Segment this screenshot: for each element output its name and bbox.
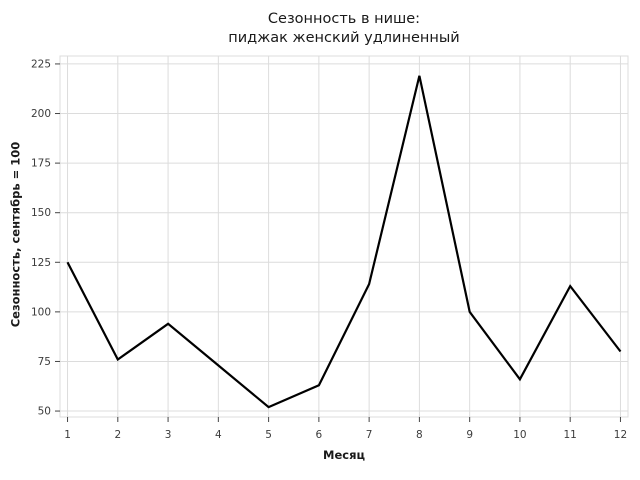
x-axis-label: Месяц (323, 448, 365, 462)
svg-text:225: 225 (31, 58, 51, 70)
svg-text:175: 175 (31, 158, 51, 170)
svg-text:8: 8 (416, 429, 423, 441)
svg-text:2: 2 (114, 429, 121, 441)
chart-title-line2: пиджак женский удлиненный (228, 30, 460, 47)
svg-text:125: 125 (31, 257, 51, 269)
svg-text:100: 100 (31, 306, 51, 318)
y-gridlines (60, 63, 628, 412)
panel-border (59, 55, 629, 418)
seasonality-data-line (66, 75, 622, 409)
svg-text:9: 9 (466, 429, 473, 441)
svg-text:6: 6 (316, 429, 323, 441)
svg-text:11: 11 (564, 429, 577, 441)
svg-text:4: 4 (215, 429, 222, 441)
svg-text:7: 7 (366, 429, 373, 441)
svg-text:1: 1 (64, 429, 71, 441)
svg-text:50: 50 (38, 406, 51, 418)
svg-text:12: 12 (614, 429, 627, 441)
chart-title: Сезонность в нише: пиджак женский удлине… (60, 10, 628, 48)
svg-text:5: 5 (265, 429, 272, 441)
svg-text:75: 75 (38, 356, 51, 368)
x-tick-labels: 1 2 3 4 5 6 7 8 9 10 11 12 (64, 429, 627, 441)
chart-title-line1: Сезонность в нише: (267, 11, 421, 27)
y-tick-labels: 50 75 100 125 150 175 200 225 (31, 58, 51, 417)
x-gridlines (67, 56, 621, 417)
svg-text:10: 10 (513, 429, 526, 441)
svg-text:200: 200 (31, 108, 51, 120)
plot-panel (60, 56, 628, 417)
svg-text:3: 3 (165, 429, 172, 441)
tick-marks (55, 63, 621, 422)
svg-text:150: 150 (31, 207, 51, 219)
